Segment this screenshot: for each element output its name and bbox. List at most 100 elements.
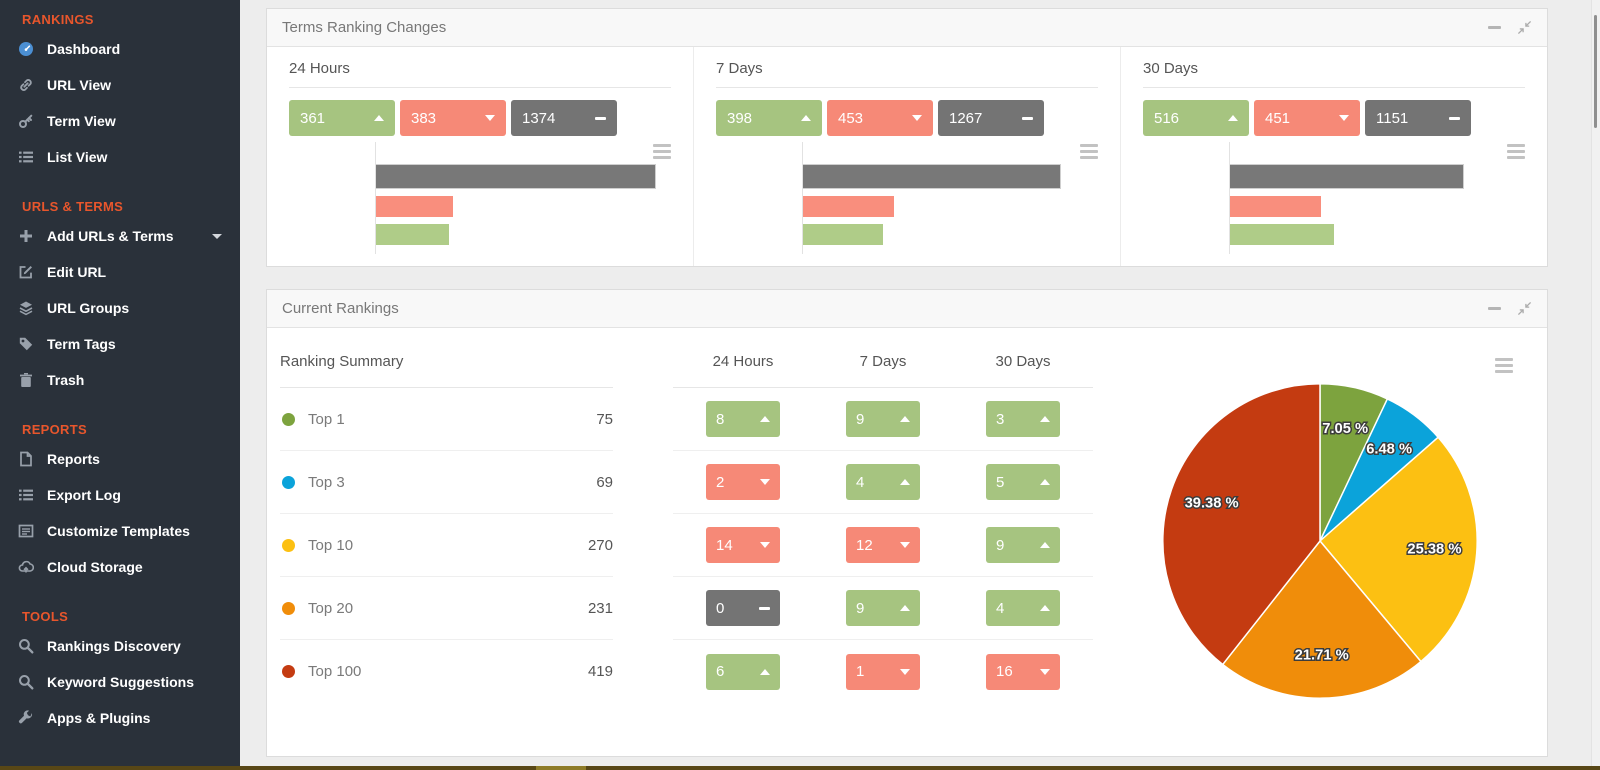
badge-value: 383 <box>411 109 437 127</box>
bottom-edge-bar <box>0 766 1600 770</box>
pie-slice-label: 39.38 % <box>1185 495 1239 511</box>
period-title: 30 Days <box>1143 60 1525 88</box>
wrench-icon <box>14 710 38 726</box>
scrollbar-track[interactable] <box>1591 0 1600 770</box>
pie-slice-top-20[interactable] <box>1221 539 1422 699</box>
row-value: 270 <box>587 536 613 554</box>
layers-icon <box>14 300 38 316</box>
dashboard-icon <box>14 41 38 57</box>
sidebar-item-add-urls-terms[interactable]: Add URLs & Terms <box>0 218 240 254</box>
sidebar-item-label: URL View <box>47 77 112 93</box>
sidebar-item-term-view[interactable]: Term View <box>0 103 240 139</box>
table-header-row: Ranking Summary 24 Hours 7 Days 30 Days <box>280 336 1093 388</box>
pie-chart-area: 7.05 % 6.48 % 25.38 % 21.71 % 39.38 % <box>1093 328 1547 756</box>
period-column: 7 Days 398 453 1267 <box>694 47 1121 266</box>
bar <box>375 196 454 217</box>
declined-badge: 383 <box>400 100 506 136</box>
chart-menu-icon[interactable] <box>1495 358 1513 376</box>
down-arrow-icon <box>900 668 910 675</box>
chart-menu-icon[interactable] <box>653 144 671 162</box>
cloud-upload-icon <box>14 559 38 575</box>
period-title: 7 Days <box>716 60 1098 88</box>
sidebar-item-dashboard[interactable]: Dashboard <box>0 31 240 67</box>
sidebar-item-edit-url[interactable]: Edit URL <box>0 254 240 290</box>
pie-slice-label: 7.05 % <box>1322 421 1368 437</box>
table-row: Top 20 231 0 9 4 <box>280 577 1093 640</box>
sidebar-item-label: Export Log <box>47 487 121 503</box>
sidebar-item-url-groups[interactable]: URL Groups <box>0 290 240 326</box>
key-icon <box>14 113 38 129</box>
plus-icon <box>14 228 38 244</box>
sidebar-item-label: Add URLs & Terms <box>47 228 174 244</box>
sidebar-item-url-view[interactable]: URL View <box>0 67 240 103</box>
series-color-dot <box>282 601 295 615</box>
change-badge: 3 <box>986 401 1060 437</box>
improved-badge: 361 <box>289 100 395 136</box>
sidebar-item-term-tags[interactable]: Term Tags <box>0 326 240 362</box>
sidebar-item-label: Apps & Plugins <box>47 710 151 726</box>
bar <box>1229 224 1335 245</box>
up-arrow-icon <box>801 115 811 121</box>
pie-slice-label: 25.38 % <box>1407 542 1461 558</box>
change-badge: 12 <box>846 527 920 563</box>
chart-menu-icon[interactable] <box>1080 144 1098 162</box>
improved-badge: 398 <box>716 100 822 136</box>
chart-menu-icon[interactable] <box>1507 144 1525 162</box>
down-arrow-icon <box>485 115 495 121</box>
up-arrow-icon <box>1040 416 1050 422</box>
badge-value: 1 <box>856 663 865 680</box>
sidebar-item-apps-plugins[interactable]: Apps & Plugins <box>0 700 240 736</box>
chart-axis <box>802 142 803 254</box>
change-badge: 16 <box>986 653 1060 690</box>
edit-icon <box>14 264 38 280</box>
minimize-icon[interactable] <box>1488 26 1501 29</box>
main-content: Terms Ranking Changes 24 Hours 361 383 1374… <box>240 0 1600 770</box>
sidebar-item-rankings-discovery[interactable]: Rankings Discovery <box>0 628 240 664</box>
collapse-icon[interactable] <box>1517 20 1532 35</box>
badge-value: 5 <box>996 473 1005 491</box>
terms-ranking-periods: 24 Hours 361 383 1374 7 Days 398 453 1267 30 Day… <box>267 47 1547 266</box>
collapse-icon[interactable] <box>1517 301 1532 316</box>
no-change-icon <box>1022 116 1033 120</box>
row-value: 231 <box>587 599 613 617</box>
search-icon <box>14 638 38 654</box>
table-row: Top 100 419 6 1 16 <box>280 640 1093 703</box>
series-color-dot <box>282 475 295 489</box>
down-arrow-icon <box>1339 115 1349 121</box>
list-alt-icon <box>14 523 38 539</box>
sidebar-item-keyword-suggestions[interactable]: Keyword Suggestions <box>0 664 240 700</box>
up-arrow-icon <box>1040 605 1050 611</box>
badge-value: 451 <box>1265 109 1291 127</box>
chart-axis <box>1229 142 1230 254</box>
down-arrow-icon <box>760 542 770 548</box>
up-arrow-icon <box>1228 115 1238 121</box>
unchanged-badge: 1267 <box>938 100 1044 136</box>
up-arrow-icon <box>760 416 770 422</box>
trash-icon <box>14 372 38 388</box>
scrollbar-thumb[interactable] <box>1594 15 1597 128</box>
sidebar-item-label: Edit URL <box>47 264 107 280</box>
sidebar-item-cloud-storage[interactable]: Cloud Storage <box>0 549 240 585</box>
change-badge: 0 <box>706 590 780 626</box>
sidebar-item-trash[interactable]: Trash <box>0 362 240 398</box>
pie-slice-top-100[interactable] <box>1162 383 1321 666</box>
badge-value: 516 <box>1154 109 1180 127</box>
badge-value: 398 <box>727 109 753 127</box>
minimize-icon[interactable] <box>1488 307 1501 310</box>
period-column: 24 Hours 361 383 1374 <box>267 47 694 266</box>
row-label: Top 3 <box>308 473 345 491</box>
sidebar-section: TOOLS Rankings Discovery Keyword Suggestio… <box>0 609 240 736</box>
pie-slice-top-10[interactable] <box>1318 436 1478 663</box>
sidebar-item-label: Dashboard <box>47 41 121 57</box>
bar <box>375 164 656 189</box>
sidebar-item-reports[interactable]: Reports <box>0 441 240 477</box>
sidebar-item-customize-templates[interactable]: Customize Templates <box>0 513 240 549</box>
file-icon <box>14 451 38 467</box>
sidebar-item-list-view[interactable]: List View <box>0 139 240 175</box>
declined-badge: 451 <box>1254 100 1360 136</box>
unchanged-badge: 1374 <box>511 100 617 136</box>
sidebar-item-export-log[interactable]: Export Log <box>0 477 240 513</box>
badge-value: 9 <box>996 536 1005 554</box>
improved-badge: 516 <box>1143 100 1249 136</box>
sidebar-item-label: Reports <box>47 451 100 467</box>
